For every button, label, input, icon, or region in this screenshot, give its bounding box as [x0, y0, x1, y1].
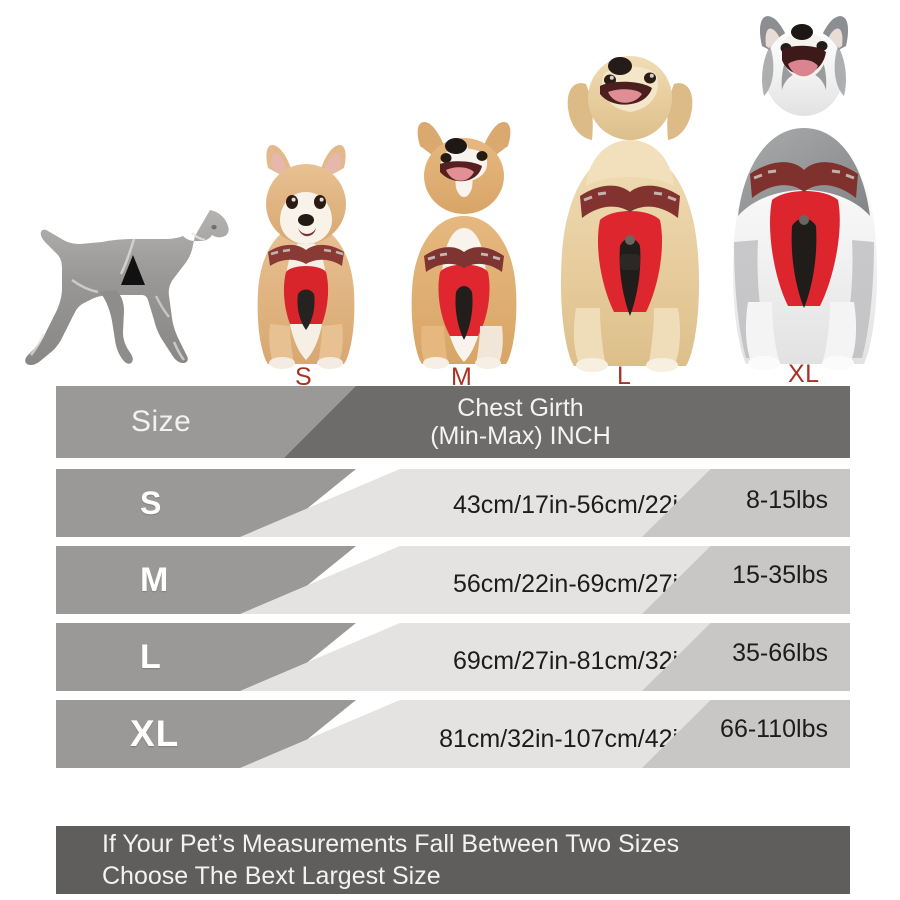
row-weight-value: 35-66lbs — [732, 638, 828, 667]
row-girth-value: 56cm/22in-69cm/27in — [452, 569, 692, 598]
note-line-1: If Your Pet’s Measurements Fall Between … — [102, 830, 680, 858]
dog-photo-xl — [716, 2, 892, 374]
note-line-2: Choose The Bext Largest Size — [102, 862, 441, 890]
dog-photo-s — [238, 132, 374, 370]
table-row: L 69cm/27in-81cm/32in 35-66lbs — [0, 623, 900, 691]
row-girth-value: 69cm/27in-81cm/32in — [452, 646, 692, 675]
row-size-label: M — [140, 560, 170, 599]
size-tag-l: L — [617, 362, 632, 390]
row-weight-cell: 66-110lbs — [642, 700, 850, 768]
table-row: S 43cm/17in-56cm/22in 8-15lbs — [0, 469, 900, 537]
header-girth-text: Chest Girth (Min-Max) INCH — [56, 386, 850, 458]
header-girth-line1: Chest Girth — [457, 394, 584, 422]
row-girth-value: 43cm/17in-56cm/22in — [452, 490, 692, 519]
table-row: XL 81cm/32in-107cm/42in 66-110lbs — [0, 700, 900, 768]
size-tag-s: S — [295, 363, 313, 391]
dog-side-silhouette — [14, 192, 236, 370]
dog-photo-strip: S M L XL — [0, 0, 900, 390]
table-row: M 56cm/22in-69cm/27in 15-35lbs — [0, 546, 900, 614]
dog-photo-l — [542, 32, 718, 372]
dog-photo-m — [394, 112, 534, 370]
size-tag-xl: XL — [788, 360, 820, 388]
row-size-label: S — [140, 484, 163, 521]
size-tag-m: M — [451, 363, 473, 391]
header-cell-chest-girth — [284, 386, 850, 458]
row-size-label: L — [140, 637, 162, 676]
row-weight-value: 15-35lbs — [732, 560, 828, 589]
table-header-row: Size Chest Girth (Min-Max) INCH — [0, 386, 900, 458]
header-girth-line2: (Min-Max) INCH — [430, 422, 611, 450]
header-size-label: Size — [131, 405, 192, 438]
size-table: Size Chest Girth (Min-Max) INCH S 43cm/1… — [0, 386, 900, 777]
row-girth-value: 81cm/32in-107cm/42in — [439, 724, 692, 753]
row-weight-value: 8-15lbs — [746, 485, 828, 514]
row-weight-value: 66-110lbs — [720, 714, 828, 743]
row-size-label: XL — [130, 713, 180, 754]
chest-girth-arrow — [121, 255, 145, 285]
sizing-advice-note: If Your Pet’s Measurements Fall Between … — [56, 826, 850, 894]
